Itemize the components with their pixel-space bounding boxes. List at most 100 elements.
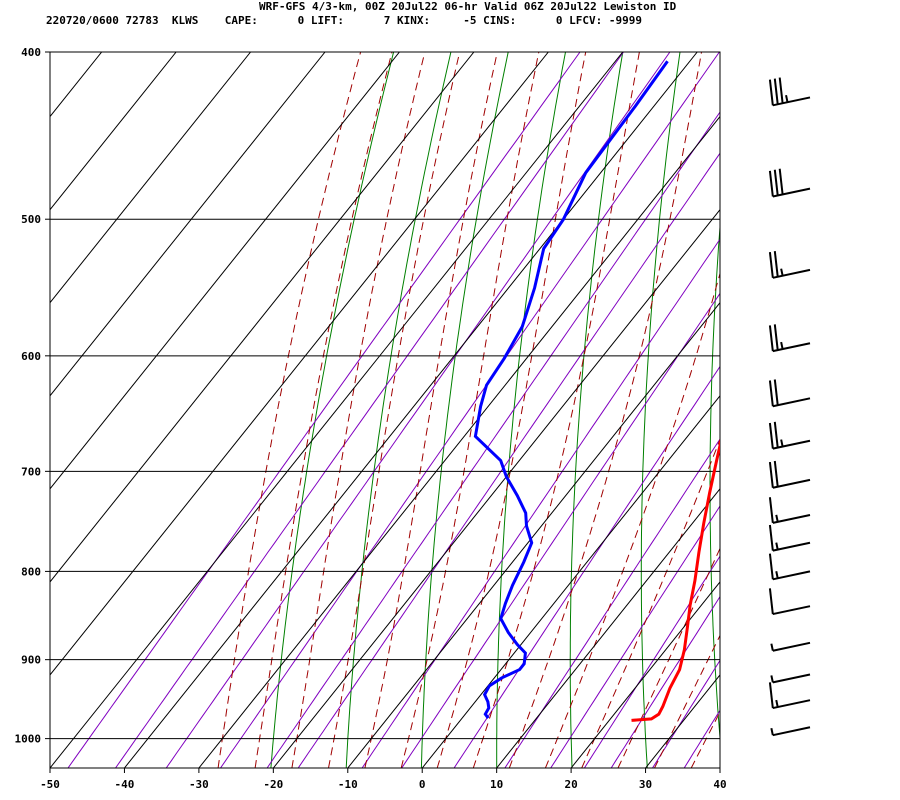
x-tick-label: -10	[338, 778, 358, 791]
wind-barb	[768, 421, 811, 450]
barb-half-flag	[780, 268, 784, 276]
x-tick-label: -20	[263, 778, 283, 791]
isotherm	[50, 52, 103, 118]
barb-flag	[768, 252, 774, 278]
dewpoint-trace	[473, 60, 669, 719]
barb-flag	[768, 588, 774, 615]
mixing-ratio-line	[583, 555, 720, 768]
y-tick-label: 1000	[15, 733, 42, 746]
mixing-ratio-line	[401, 292, 720, 768]
mixing-ratio-line	[67, 52, 581, 768]
moist-adiabat	[400, 52, 540, 768]
barb-shaft	[772, 342, 811, 353]
isotherm	[421, 394, 720, 768]
barb-half-flag	[785, 95, 789, 103]
moist-adiabat	[508, 52, 702, 768]
thermo-background-lines	[67, 52, 873, 768]
barb-shaft	[772, 605, 811, 616]
barb-flag	[778, 77, 784, 104]
barb-flag	[768, 79, 774, 106]
mixing-ratio-line	[683, 709, 720, 768]
dry-adiabat	[420, 52, 509, 768]
barb-flag	[768, 553, 774, 580]
x-tick-label: 10	[490, 778, 503, 791]
wind-barb	[768, 168, 811, 198]
wind-barb	[768, 460, 811, 489]
wind-barbs	[768, 77, 811, 737]
isotherm	[50, 52, 475, 583]
barb-flag	[778, 168, 784, 195]
barb-flag	[768, 325, 774, 352]
barb-half-flag	[775, 514, 779, 523]
barb-shaft	[772, 699, 811, 710]
dry-adiabat	[270, 52, 395, 768]
isotherm	[50, 52, 400, 490]
moist-adiabat	[364, 52, 498, 768]
isotherm	[50, 52, 177, 211]
grid-lines	[49, 51, 721, 769]
barb-half-flag	[770, 727, 774, 736]
barb-half-flag	[770, 643, 774, 651]
profile-traces	[473, 60, 720, 722]
mixing-ratio-line	[453, 365, 720, 768]
barb-half-flag	[775, 699, 779, 708]
barb-flag	[768, 422, 774, 449]
barb-half-flag	[775, 571, 779, 579]
barb-shaft	[772, 673, 811, 684]
wind-barb	[768, 77, 811, 107]
barb-flag	[768, 380, 774, 407]
x-tick-label: -50	[40, 778, 60, 791]
mixing-ratio-line	[165, 52, 671, 768]
isotherm	[50, 52, 251, 304]
mixing-ratio-line	[361, 238, 720, 768]
isotherm	[496, 488, 720, 768]
wind-barb	[768, 588, 811, 616]
y-tick-label: 400	[21, 46, 41, 59]
barb-flag	[773, 250, 779, 277]
isotherm	[198, 115, 720, 768]
isotherm	[50, 52, 326, 397]
barb-shaft	[772, 96, 811, 107]
barb-shaft	[772, 541, 811, 552]
moist-adiabat	[472, 52, 640, 768]
barb-shaft	[772, 641, 811, 652]
barb-shaft	[772, 397, 811, 408]
mixing-ratio-line	[115, 52, 624, 768]
barb-half-flag	[775, 542, 779, 550]
wind-barb	[770, 726, 811, 737]
y-tick-label: 900	[21, 654, 41, 667]
barb-flag	[768, 524, 774, 551]
isotherm	[50, 52, 624, 768]
x-tick-label: -40	[115, 778, 135, 791]
barb-shaft	[772, 514, 811, 524]
wind-barb	[768, 324, 811, 353]
dry-adiabat	[709, 220, 720, 744]
wind-barb	[770, 641, 811, 652]
dry-adiabat	[569, 52, 624, 768]
x-tick-label: -30	[189, 778, 209, 791]
dry-adiabat	[841, 52, 873, 768]
wind-barb	[768, 250, 811, 279]
wind-barb	[768, 682, 811, 710]
mixing-ratio-line	[550, 505, 720, 768]
isotherm	[124, 52, 698, 768]
barb-half-flag	[780, 439, 784, 447]
moist-adiabat	[690, 710, 720, 768]
mixing-ratio-line	[610, 595, 720, 768]
chart-title: WRF-GFS 4/3-km, 00Z 20Jul22 06-hr Valid …	[259, 0, 677, 13]
wind-barb	[768, 524, 811, 552]
barb-shaft	[772, 726, 811, 737]
barb-flag	[773, 460, 779, 487]
barb-half-flag	[770, 675, 774, 683]
isotherm	[272, 208, 720, 768]
barb-flag	[773, 421, 779, 448]
barb-flag	[773, 379, 779, 406]
barb-flag	[768, 461, 774, 488]
wind-barb	[768, 497, 811, 524]
wind-barb	[768, 379, 811, 408]
dry-adiabat	[777, 52, 798, 768]
dry-adiabat	[496, 52, 566, 768]
barb-flag	[768, 497, 774, 524]
isotherm	[347, 301, 720, 768]
